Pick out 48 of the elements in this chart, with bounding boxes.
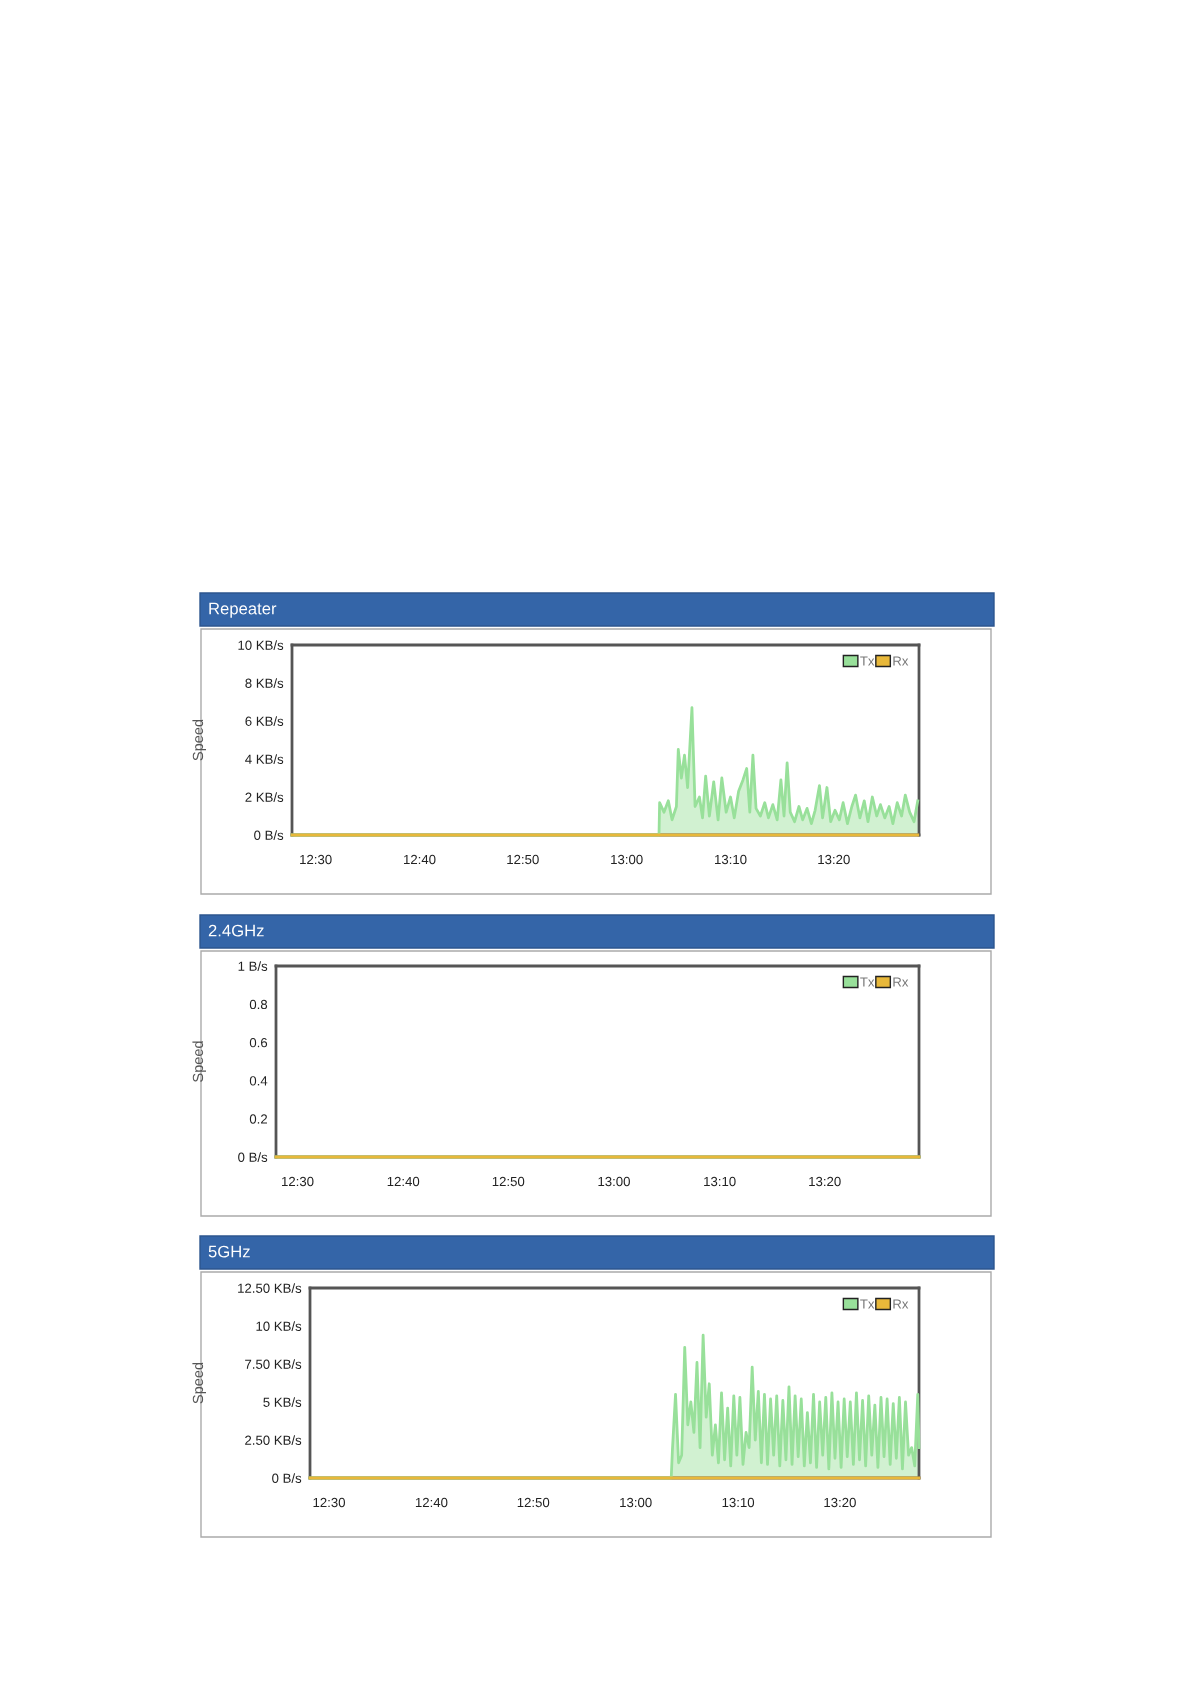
y-tick-label: 4 KB/s (245, 754, 284, 764)
y-tick-label: 10 KB/s (238, 640, 284, 650)
y-tick-label: 0 B/s (254, 830, 284, 840)
x-tick-label: 12:40 (387, 1176, 420, 1187)
y-tick-label: 8 KB/s (245, 678, 284, 688)
y-tick-label: 5 KB/s (263, 1397, 302, 1407)
x-tick-label: 12:50 (507, 854, 539, 865)
y-tick-label: 10 KB/s (256, 1321, 302, 1331)
y-tick-label: 0.6 (249, 1037, 268, 1048)
x-tick-label: 13:10 (704, 1176, 736, 1187)
y-tick-label: 0.4 (249, 1076, 268, 1086)
x-tick-label: 13:00 (620, 1497, 652, 1508)
y-tick-label: 1 B/s (238, 961, 268, 971)
y-axis-title: Speed (192, 719, 206, 761)
x-tick-label: 13:00 (598, 1176, 630, 1187)
x-tick-label: 12:40 (415, 1497, 448, 1508)
legend-label: Tx (860, 977, 875, 987)
x-tick-label: 13:20 (809, 1176, 841, 1187)
y-tick-label: 0 B/s (272, 1473, 302, 1483)
x-tick-label: 13:10 (722, 1497, 755, 1508)
chart-title: 2.4GHz (208, 924, 264, 937)
x-tick-label: 12:30 (313, 1497, 346, 1508)
y-tick-label: 0.8 (249, 999, 268, 1010)
y-tick-label: 6 KB/s (245, 716, 284, 726)
y-tick-label: 12.50 KB/s (238, 1283, 302, 1293)
legend-label: Tx (860, 1299, 875, 1309)
x-tick-label: 12:30 (282, 1176, 314, 1187)
x-tick-label: 13:10 (715, 854, 747, 865)
legend-label: Rx (893, 1299, 909, 1309)
x-tick-label: 13:00 (611, 854, 643, 865)
y-tick-label: 7.50 KB/s (245, 1359, 302, 1369)
x-tick-label: 12:40 (404, 854, 436, 865)
y-axis-title: Speed (192, 1041, 206, 1082)
legend-label: Rx (893, 977, 909, 987)
legend-label: Tx (860, 656, 875, 666)
y-axis-title: Speed (192, 1362, 206, 1404)
y-tick-label: 0 B/s (238, 1152, 268, 1162)
x-tick-label: 13:20 (824, 1497, 856, 1508)
x-tick-label: 12:50 (492, 1176, 525, 1187)
chart-title: 5GHz (208, 1245, 250, 1258)
legend-label: Rx (893, 656, 909, 666)
x-tick-label: 13:20 (818, 854, 850, 865)
x-tick-label: 12:30 (300, 854, 332, 865)
y-tick-label: 2.50 KB/s (245, 1435, 302, 1445)
y-tick-label: 2 KB/s (245, 792, 284, 802)
x-tick-label: 12:50 (517, 1497, 550, 1508)
chart-title: Repeater (209, 602, 277, 618)
y-tick-label: 0.2 (249, 1114, 268, 1124)
